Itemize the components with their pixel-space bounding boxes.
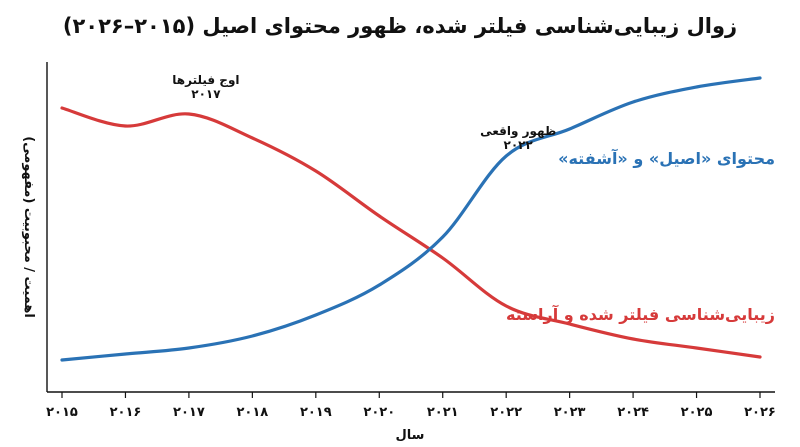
x-tick-label: ۲۰۲۱ xyxy=(427,405,459,420)
x-tick-label: ۲۰۱۸ xyxy=(236,405,268,420)
x-tick-label: ۲۰۱۵ xyxy=(46,405,78,420)
series-line-authentic xyxy=(60,76,762,362)
annotation-text: ظهور واقعی xyxy=(480,124,556,139)
annotation-text: اوج فیلترها xyxy=(172,73,239,88)
axes xyxy=(46,62,775,393)
series-label: محتوای «اصیل» و «آشفته» xyxy=(558,148,775,168)
x-tick-label: ۲۰۱۷ xyxy=(173,405,205,420)
x-tick-label: ۲۰۲۴ xyxy=(617,405,649,420)
x-tick-label: ۲۰۲۶ xyxy=(744,405,776,420)
x-tick-label: ۲۰۲۰ xyxy=(363,405,395,420)
series-label: زیبایی‌شناسی فیلتر شده و آراسته xyxy=(506,304,775,324)
annotation-text: ۲۰۲۲ xyxy=(504,138,534,152)
plot-lines xyxy=(60,76,762,362)
x-ticks: ۲۰۱۵ ۲۰۱۶ ۲۰۱۷ ۲۰۱۸ ۲۰۱۹ ۲۰۲۰ ۲۰۲۱ ۲۰۲۲ ۲۰۲۳ ۲۰۲۴… xyxy=(46,392,776,420)
x-tick-label: ۲۰۲۳ xyxy=(554,405,586,420)
y-axis-label: اهمیت / محبوبیت (مفهومی) xyxy=(21,136,36,318)
series-labels: زیبایی‌شناسی فیلتر شده و آراسته محتوای «ا… xyxy=(506,148,775,324)
chart-title: زوال زیبایی‌شناسی فیلتر شده، ظهور محتوای… xyxy=(63,14,737,38)
annotation-text: ۲۰۱۷ xyxy=(191,87,221,101)
x-tick-label: ۲۰۲۲ xyxy=(490,405,522,420)
series-line-filtered xyxy=(60,106,762,359)
x-tick-label: ۲۰۲۵ xyxy=(681,405,713,420)
x-tick-label: ۲۰۱۶ xyxy=(110,405,142,420)
x-axis-label: سال xyxy=(396,428,425,443)
x-tick-label: ۲۰۱۹ xyxy=(300,405,332,420)
